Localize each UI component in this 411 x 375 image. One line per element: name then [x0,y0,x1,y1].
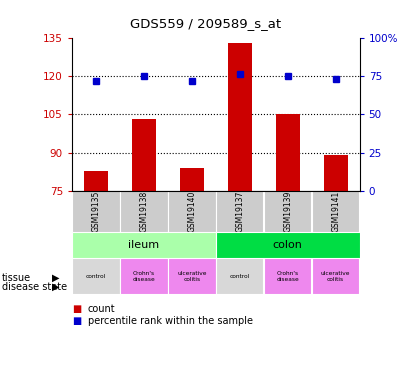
Bar [168,258,215,294]
Text: ▶: ▶ [52,282,59,292]
Text: ■: ■ [72,304,81,314]
Bar [264,191,312,232]
Text: control: control [86,274,106,279]
Text: ulcerative
colitis: ulcerative colitis [177,271,207,282]
Text: ulcerative
colitis: ulcerative colitis [321,271,351,282]
Bar [216,191,263,232]
Bar [168,191,215,232]
Text: GSM19138: GSM19138 [139,191,148,232]
Text: GDS559 / 209589_s_at: GDS559 / 209589_s_at [130,17,281,30]
Text: control: control [230,274,250,279]
Bar [216,258,263,294]
Text: ■: ■ [72,316,81,326]
Text: Crohn's
disease: Crohn's disease [132,271,155,282]
Text: count: count [88,304,115,314]
Bar [228,43,252,191]
Text: colon: colon [273,240,302,250]
Bar [312,191,359,232]
Bar [72,258,120,294]
Text: ▶: ▶ [52,273,59,283]
Text: disease state: disease state [2,282,67,292]
Bar [120,258,168,294]
Bar [264,258,312,294]
Text: Crohn's
disease: Crohn's disease [276,271,299,282]
Bar [180,168,204,191]
Text: GSM19137: GSM19137 [235,191,244,232]
Text: GSM19135: GSM19135 [91,191,100,232]
Text: GSM19141: GSM19141 [331,191,340,232]
Bar [276,114,300,191]
Bar [72,232,216,258]
Text: ileum: ileum [128,240,159,250]
Text: tissue: tissue [2,273,31,283]
Text: GSM19140: GSM19140 [187,191,196,232]
Bar [120,191,168,232]
Text: GSM19139: GSM19139 [283,191,292,232]
Bar [312,258,359,294]
Bar [324,155,348,191]
Bar [132,120,156,191]
Text: percentile rank within the sample: percentile rank within the sample [88,316,252,326]
Bar [216,232,360,258]
Bar [84,171,108,191]
Bar [72,191,120,232]
